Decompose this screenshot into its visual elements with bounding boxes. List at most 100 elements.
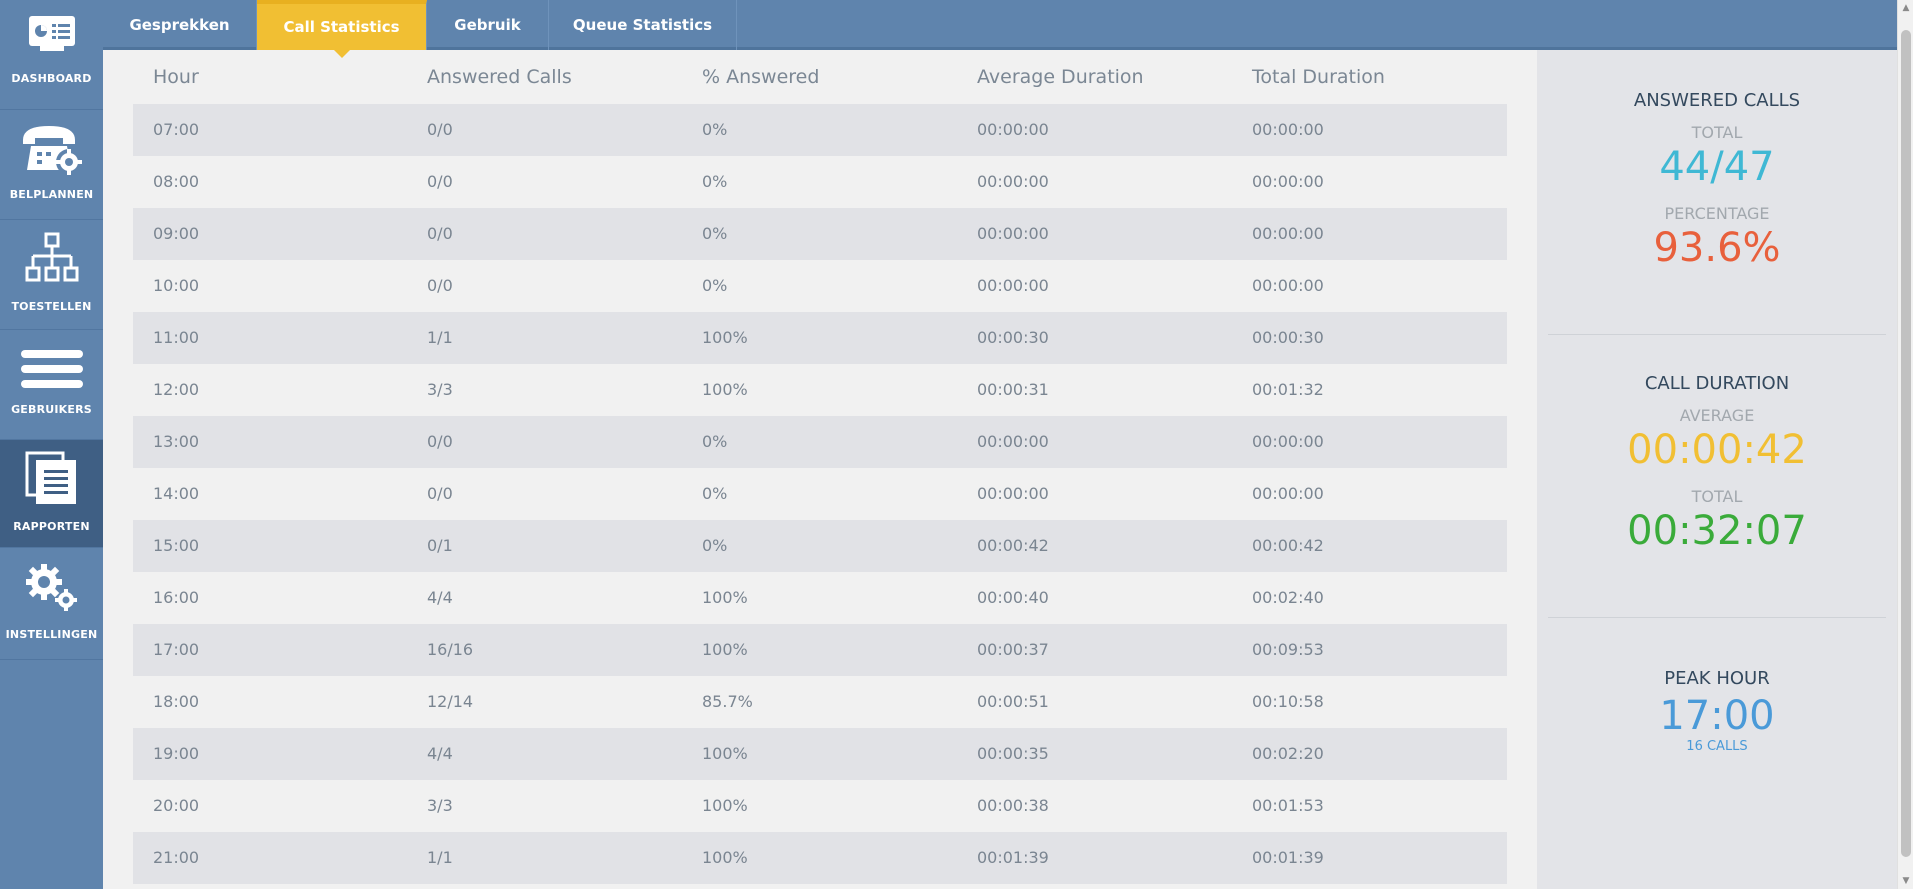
average-duration-cell: 00:00:40 <box>977 588 1049 607</box>
top-tab-bar: Gesprekken Call Statistics Gebruik Queue… <box>103 0 1897 58</box>
gears-icon <box>0 562 103 612</box>
total-duration-cell: 00:00:00 <box>1252 484 1324 503</box>
table-row: 16:00 4/4 100% 00:00:40 00:02:40 <box>133 572 1507 624</box>
average-duration-cell: 00:00:00 <box>977 432 1049 451</box>
total-duration-cell: 00:01:53 <box>1252 796 1324 815</box>
duration-total-value: 00:32:07 <box>1627 508 1807 554</box>
column-header-total-duration: Total Duration <box>1252 66 1385 88</box>
sidebar-item-label: DASHBOARD <box>11 72 92 85</box>
average-duration-cell: 00:00:51 <box>977 692 1049 711</box>
table-row: 13:00 0/0 0% 00:00:00 00:00:00 <box>133 416 1507 468</box>
average-duration-cell: 00:00:30 <box>977 328 1049 347</box>
sidebar-item-gebruikers[interactable]: GEBRUIKERS <box>0 330 103 440</box>
hour-cell: 07:00 <box>153 120 200 139</box>
average-duration-cell: 00:00:38 <box>977 796 1049 815</box>
stats-panel: ANSWERED CALLS TOTAL 44/47 PERCENTAGE 93… <box>1537 50 1897 889</box>
table-row: 08:00 0/0 0% 00:00:00 00:00:00 <box>133 156 1507 208</box>
vertical-scrollbar[interactable]: ▲ ▼ <box>1897 0 1913 889</box>
total-duration-cell: 00:02:40 <box>1252 588 1324 607</box>
answered-calls-cell: 0/0 <box>427 172 453 191</box>
hour-cell: 13:00 <box>153 432 200 451</box>
peak-hour-calls: 16 CALLS <box>1686 739 1748 754</box>
answered-calls-cell: 1/1 <box>427 848 453 867</box>
table-row: 07:00 0/0 0% 00:00:00 00:00:00 <box>133 104 1507 156</box>
table-row: 15:00 0/1 0% 00:00:42 00:00:42 <box>133 520 1507 572</box>
tab-gebruik[interactable]: Gebruik <box>427 0 549 50</box>
percent-answered-cell: 0% <box>702 276 728 295</box>
table-row: 12:00 3/3 100% 00:00:31 00:01:32 <box>133 364 1507 416</box>
percent-answered-cell: 100% <box>702 796 748 815</box>
column-header-hour: Hour <box>153 66 199 88</box>
scroll-down-icon[interactable]: ▼ <box>1902 876 1910 886</box>
call-duration-section: CALL DURATION AVERAGE 00:00:42 TOTAL 00:… <box>1537 373 1897 554</box>
answered-calls-cell: 1/1 <box>427 328 453 347</box>
sidebar-item-toestellen[interactable]: TOESTELLEN <box>0 220 103 330</box>
table-row: 19:00 4/4 100% 00:00:35 00:02:20 <box>133 728 1507 780</box>
answered-calls-cell: 3/3 <box>427 796 453 815</box>
average-duration-cell: 00:00:35 <box>977 744 1049 763</box>
column-header-average-duration: Average Duration <box>977 66 1144 88</box>
total-duration-cell: 00:00:30 <box>1252 328 1324 347</box>
answered-calls-cell: 0/0 <box>427 224 453 243</box>
sidebar-item-label: GEBRUIKERS <box>11 403 92 416</box>
percent-answered-cell: 85.7% <box>702 692 753 711</box>
total-duration-cell: 00:00:00 <box>1252 120 1324 139</box>
documents-icon <box>0 450 103 506</box>
average-duration-cell: 00:00:00 <box>977 120 1049 139</box>
peak-hour-section: PEAK HOUR 17:00 16 CALLS <box>1537 668 1897 754</box>
percent-answered-cell: 0% <box>702 224 728 243</box>
answered-total-label: TOTAL <box>1691 123 1743 142</box>
tab-queue-statistics[interactable]: Queue Statistics <box>549 0 737 50</box>
sidebar-item-label: RAPPORTEN <box>13 520 90 533</box>
average-duration-cell: 00:01:39 <box>977 848 1049 867</box>
org-chart-icon <box>0 232 103 284</box>
hour-cell: 09:00 <box>153 224 200 243</box>
hour-cell: 21:00 <box>153 848 200 867</box>
percent-answered-cell: 100% <box>702 328 748 347</box>
tab-call-statistics[interactable]: Call Statistics <box>257 0 427 58</box>
percent-answered-cell: 0% <box>702 172 728 191</box>
total-duration-cell: 00:00:42 <box>1252 536 1324 555</box>
answered-calls-cell: 0/0 <box>427 484 453 503</box>
sidebar-item-instellingen[interactable]: INSTELLINGEN <box>0 548 103 660</box>
answered-percentage-label: PERCENTAGE <box>1664 204 1770 223</box>
percent-answered-cell: 0% <box>702 536 728 555</box>
table-row: 17:00 16/16 100% 00:00:37 00:09:53 <box>133 624 1507 676</box>
average-duration-cell: 00:00:00 <box>977 172 1049 191</box>
answered-total-value: 44/47 <box>1659 144 1775 190</box>
total-duration-cell: 00:00:00 <box>1252 276 1324 295</box>
table-header: Hour Answered Calls % Answered Average D… <box>133 52 1507 104</box>
percent-answered-cell: 100% <box>702 848 748 867</box>
answered-calls-cell: 12/14 <box>427 692 474 711</box>
percent-answered-cell: 100% <box>702 380 748 399</box>
hour-cell: 12:00 <box>153 380 200 399</box>
percent-answered-cell: 0% <box>702 484 728 503</box>
total-duration-cell: 00:00:00 <box>1252 172 1324 191</box>
hour-cell: 10:00 <box>153 276 200 295</box>
tab-gesprekken[interactable]: Gesprekken <box>103 0 257 50</box>
scroll-up-icon[interactable]: ▲ <box>1902 3 1910 13</box>
table-row: 20:00 3/3 100% 00:00:38 00:01:53 <box>133 780 1507 832</box>
sidebar-item-rapporten[interactable]: RAPPORTEN <box>0 440 103 548</box>
sidebar-item-label: BELPLANNEN <box>9 188 94 201</box>
total-duration-cell: 00:01:39 <box>1252 848 1324 867</box>
total-duration-cell: 00:01:32 <box>1252 380 1324 399</box>
answered-percentage-value: 93.6% <box>1653 225 1781 271</box>
percent-answered-cell: 100% <box>702 588 748 607</box>
peak-hour-title: PEAK HOUR <box>1664 668 1770 689</box>
hour-cell: 16:00 <box>153 588 200 607</box>
percent-answered-cell: 0% <box>702 120 728 139</box>
table-row: 09:00 0/0 0% 00:00:00 00:00:00 <box>133 208 1507 260</box>
divider <box>1548 617 1886 618</box>
total-duration-cell: 00:09:53 <box>1252 640 1324 659</box>
duration-average-label: AVERAGE <box>1679 406 1755 425</box>
total-duration-cell: 00:00:00 <box>1252 224 1324 243</box>
sidebar-item-dashboard[interactable]: DASHBOARD <box>0 0 103 110</box>
hour-cell: 18:00 <box>153 692 200 711</box>
hour-cell: 15:00 <box>153 536 200 555</box>
scrollbar-thumb[interactable] <box>1901 30 1911 857</box>
total-duration-cell: 00:00:00 <box>1252 432 1324 451</box>
sidebar: DASHBOARD BELPLANNEN <box>0 0 103 889</box>
sidebar-item-belplannen[interactable]: BELPLANNEN <box>0 110 103 220</box>
hour-cell: 08:00 <box>153 172 200 191</box>
